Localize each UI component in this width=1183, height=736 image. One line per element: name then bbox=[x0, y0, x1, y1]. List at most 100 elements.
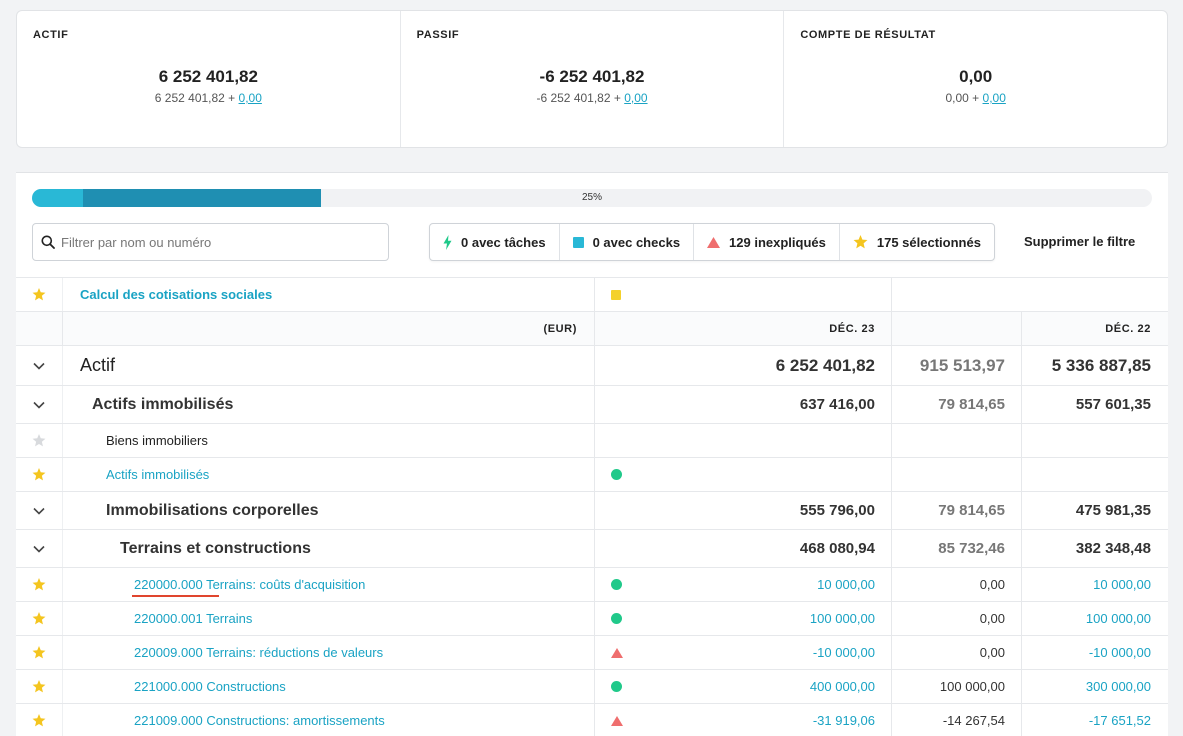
row-value-dec23: 637 416,00 bbox=[799, 396, 875, 413]
account-number: 220000.001 bbox=[134, 611, 203, 626]
account-name: Terrains: réductions de valeurs bbox=[206, 645, 384, 660]
row-label: Actif bbox=[80, 355, 116, 375]
account-number: 221000.000 bbox=[134, 679, 203, 694]
row-value-delta: 0,00 bbox=[979, 611, 1005, 626]
account-name: Terrains bbox=[206, 611, 253, 626]
star-icon[interactable] bbox=[16, 704, 63, 736]
summary-resultat-sub-base: 0,00 + bbox=[945, 91, 983, 105]
account-number: 220009.000 bbox=[134, 645, 203, 660]
star-icon[interactable] bbox=[16, 636, 63, 669]
currency-header: (EUR) bbox=[543, 322, 577, 335]
table-row: Calcul des cotisations sociales bbox=[16, 277, 1168, 311]
progress-segment-1 bbox=[32, 189, 83, 207]
bolt-icon bbox=[443, 234, 452, 250]
summary-resultat-value: 0,00 bbox=[959, 67, 993, 86]
accounts-table: Calcul des cotisations sociales (EUR) DÉ… bbox=[16, 277, 1168, 736]
search-box[interactable] bbox=[32, 223, 389, 261]
row-value-delta: 0,00 bbox=[979, 645, 1005, 660]
summary-actif-adjust-link[interactable]: 0,00 bbox=[238, 91, 262, 105]
table-row: 220000.001 Terrains 100 000,00 0,00 100 … bbox=[16, 601, 1168, 635]
row-value-dec23[interactable]: 100 000,00 bbox=[809, 611, 875, 626]
row-value-dec23: 468 080,94 bbox=[799, 540, 875, 557]
square-icon bbox=[572, 236, 584, 248]
table-row: 220009.000 Terrains: réductions de valeu… bbox=[16, 635, 1168, 669]
account-number: 221009.000 bbox=[134, 713, 203, 728]
triangle-icon bbox=[707, 236, 721, 248]
account-link[interactable]: 220000.001 Terrains bbox=[63, 611, 252, 626]
column-header-dec23: DÉC. 23 bbox=[829, 322, 875, 335]
summary-passif-title: PASSIF bbox=[416, 29, 460, 41]
status-dot-icon bbox=[611, 469, 622, 480]
filter-checks-label: 0 avec checks bbox=[592, 234, 681, 250]
row-value-dec22[interactable]: -10 000,00 bbox=[1088, 645, 1151, 660]
summary-actif-sub: 6 252 401,82 + 0,00 bbox=[17, 91, 400, 105]
clear-filter-button[interactable]: Supprimer le filtre bbox=[1024, 234, 1136, 249]
star-icon[interactable] bbox=[16, 602, 63, 635]
row-label: Immobilisations corporelles bbox=[106, 501, 319, 519]
summary-actif-title: ACTIF bbox=[33, 29, 69, 41]
row-value-dec22[interactable]: -17 651,52 bbox=[1088, 713, 1151, 728]
summary-resultat-title: COMPTE DE RÉSULTAT bbox=[800, 29, 936, 41]
filter-selected[interactable]: 175 sélectionnés bbox=[840, 224, 994, 260]
row-value-dec22[interactable]: 300 000,00 bbox=[1085, 679, 1151, 694]
chevron-down-icon[interactable] bbox=[16, 386, 63, 423]
row-value-delta: 100 000,00 bbox=[939, 679, 1005, 694]
row-value-dec23[interactable]: -31 919,06 bbox=[812, 713, 875, 728]
summary-resultat-sub: 0,00 + 0,00 bbox=[784, 91, 1167, 105]
row-value-dec23: 555 796,00 bbox=[799, 502, 875, 519]
chevron-down-icon[interactable] bbox=[16, 530, 63, 567]
summary-passif-adjust-link[interactable]: 0,00 bbox=[624, 91, 648, 105]
filter-unexplained-label: 129 inexpliqués bbox=[729, 234, 826, 250]
star-icon[interactable] bbox=[16, 278, 63, 311]
star-icon[interactable] bbox=[16, 458, 63, 491]
search-icon bbox=[41, 235, 55, 249]
row-value-delta: 79 814,65 bbox=[938, 396, 1005, 413]
progress-bar: 25% bbox=[32, 189, 1152, 207]
search-input[interactable] bbox=[61, 234, 381, 250]
row-value-dec22: 5 336 887,85 bbox=[1051, 355, 1151, 375]
star-icon[interactable] bbox=[16, 568, 63, 601]
summary-actif-sub-base: 6 252 401,82 + bbox=[154, 91, 239, 105]
account-link[interactable]: 220000.000 Terrains: coûts d'acquisition bbox=[63, 577, 366, 597]
account-name: Constructions bbox=[206, 679, 286, 694]
table-row: Actifs immobilisés 637 416,00 79 814,65 … bbox=[16, 385, 1168, 423]
row-link[interactable]: Actifs immobilisés bbox=[106, 467, 210, 482]
account-link[interactable]: 221000.000 Constructions bbox=[63, 679, 286, 694]
row-value-dec22: 382 348,48 bbox=[1075, 540, 1151, 557]
filter-unexplained[interactable]: 129 inexpliqués bbox=[694, 224, 840, 260]
status-dot-icon bbox=[611, 681, 622, 692]
filter-tasks[interactable]: 0 avec tâches bbox=[430, 224, 560, 260]
progress-label: 25% bbox=[581, 192, 602, 203]
summary-passif-value: -6 252 401,82 bbox=[539, 67, 645, 86]
row-value-delta: -14 267,54 bbox=[942, 713, 1005, 728]
status-dot-icon bbox=[611, 579, 622, 590]
row-value-dec23[interactable]: -10 000,00 bbox=[812, 645, 875, 660]
table-row: Biens immobiliers bbox=[16, 423, 1168, 457]
account-link[interactable]: 220009.000 Terrains: réductions de valeu… bbox=[63, 645, 383, 660]
row-value-dec23[interactable]: 10 000,00 bbox=[817, 577, 875, 592]
star-outline-icon[interactable] bbox=[16, 424, 63, 457]
progress-segment-2 bbox=[83, 189, 321, 207]
star-icon bbox=[853, 235, 868, 249]
check-square-icon bbox=[611, 289, 621, 300]
account-name: Terrains: coûts d'acquisition bbox=[206, 577, 366, 592]
row-value-dec22[interactable]: 10 000,00 bbox=[1093, 577, 1151, 592]
summary-actif-value: 6 252 401,82 bbox=[158, 67, 258, 86]
account-link[interactable]: 221009.000 Constructions: amortissements bbox=[63, 713, 385, 728]
summary-resultat-adjust-link[interactable]: 0,00 bbox=[982, 91, 1006, 105]
summary-card: ACTIF 6 252 401,82 6 252 401,82 + 0,00 P… bbox=[16, 10, 1168, 148]
filter-checks[interactable]: 0 avec checks bbox=[560, 224, 695, 260]
row-value-dec23[interactable]: 400 000,00 bbox=[809, 679, 875, 694]
summary-passif: PASSIF -6 252 401,82 -6 252 401,82 + 0,0… bbox=[401, 11, 785, 147]
star-icon[interactable] bbox=[16, 670, 63, 703]
filter-selected-label: 175 sélectionnés bbox=[876, 234, 981, 250]
filter-tasks-label: 0 avec tâches bbox=[461, 234, 546, 250]
chevron-down-icon[interactable] bbox=[16, 492, 63, 529]
row-value-dec22: 475 981,35 bbox=[1075, 502, 1151, 519]
row-value-dec22: 557 601,35 bbox=[1075, 396, 1151, 413]
chevron-down-icon[interactable] bbox=[16, 346, 63, 385]
row-label: Terrains et constructions bbox=[120, 539, 311, 557]
table-header: (EUR) DÉC. 23 DÉC. 22 bbox=[16, 311, 1168, 345]
row-value-dec22[interactable]: 100 000,00 bbox=[1085, 611, 1151, 626]
top-row-link[interactable]: Calcul des cotisations sociales bbox=[80, 287, 273, 302]
